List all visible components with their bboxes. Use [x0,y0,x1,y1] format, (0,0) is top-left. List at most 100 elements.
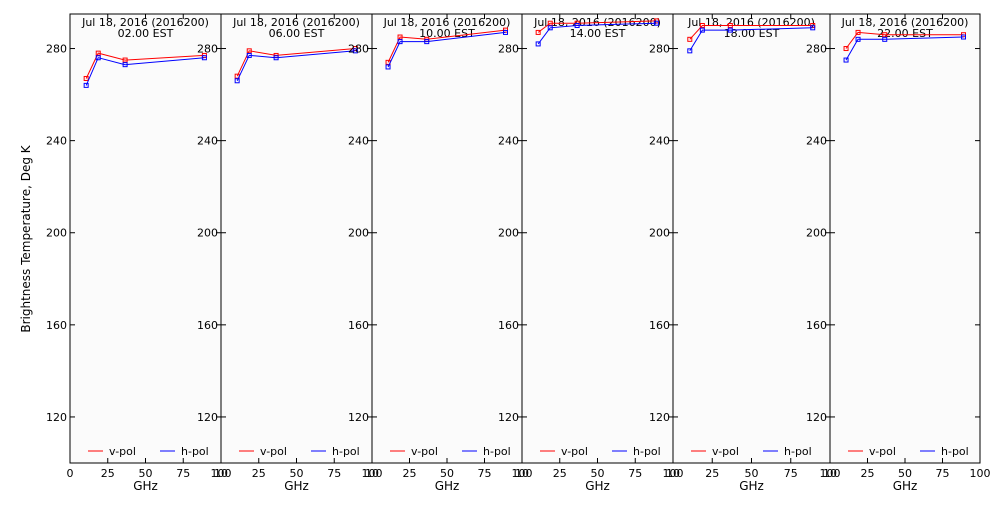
data-point-h-pol [95,55,101,61]
x-tick-label: 10 [823,467,837,480]
y-tick-label: 280 [498,43,519,56]
y-tick-label: 160 [806,319,827,332]
data-point-h-pol [535,41,541,47]
y-tick-label: 200 [46,227,67,240]
data-point-h-pol [352,48,358,54]
y-tick-label: 280 [197,43,218,56]
chart-panel-6: 120 160 200 240 280 10 25 50 75 100 GHz Jul 18, 201… [806,13,991,493]
plot-frame [829,13,981,464]
y-tick-label: 200 [197,227,218,240]
x-tick-label: 75 [478,467,492,480]
data-point-h-pol [882,36,888,42]
data-point-h-pol [246,52,252,58]
data-point-v-pol [95,50,101,56]
y-tick-label: 240 [649,135,670,148]
series-line-v-pol [85,52,205,79]
x-tick-label: 25 [861,467,875,480]
y-tick-label: 280 [46,43,67,56]
y-tick-label: 280 [806,43,827,56]
data-point-v-pol [83,75,89,81]
y-tick-label: 120 [46,411,67,424]
data-point-h-pol [855,36,861,42]
series-line-v-pol [387,29,506,63]
series-line-v-pol [537,20,657,33]
legend-label-v-pol: v-pol [411,445,438,458]
x-axis-label: GHz [893,479,918,493]
x-tick-label: 100 [820,467,841,480]
x-axis-label: GHz [739,479,764,493]
data-point-h-pol [961,34,966,40]
x-tick-label: 10 [214,467,228,480]
data-point-h-pol [687,48,693,54]
x-tick-label: 100 [663,467,684,480]
x-tick-label: 10 [515,467,529,480]
y-tick-label: 160 [197,319,218,332]
panel-subtitle: 14.00 EST [570,27,626,40]
chart-panel-3: 120 160 200 240 280 10 25 50 75 100 GHz Jul 18, 201… [348,13,533,493]
y-tick-label: 160 [649,319,670,332]
series-line-h-pol [537,22,657,45]
series-line-h-pol [845,36,964,61]
data-point-v-pol [855,29,861,35]
panel-subtitle: 06.00 EST [269,27,325,40]
series-line-h-pol [85,57,205,86]
data-point-v-pol [727,23,733,29]
data-point-h-pol [503,29,508,35]
data-point-v-pol [882,32,888,38]
x-tick-label: 10 [666,467,680,480]
x-tick-label: 25 [252,467,266,480]
data-point-v-pol [535,29,541,35]
y-tick-label: 120 [348,411,369,424]
chart-panel-1: 120 160 200 240 280 0 25 50 75 100 GHz Jul 18, 2016… [46,13,232,493]
plot-frame [220,13,373,464]
series-line-v-pol [689,25,813,40]
legend-label-h-pol: h-pol [941,445,969,458]
panel-subtitle: 10.00 EST [419,27,475,40]
x-tick-label: 50 [440,467,454,480]
data-point-h-pol [122,62,128,68]
data-point-h-pol [843,57,849,63]
legend-label-h-pol: h-pol [483,445,511,458]
y-tick-label: 240 [46,135,67,148]
legend-label-v-pol: v-pol [712,445,739,458]
data-point-h-pol [574,23,580,29]
data-point-h-pol [201,55,207,61]
x-tick-label: 75 [176,467,190,480]
x-tick-label: 75 [936,467,950,480]
y-axis-label: Brightness Temperature, Deg K [19,144,33,332]
data-point-v-pol [687,36,693,42]
x-tick-label: 100 [211,467,232,480]
series-line-h-pol [387,31,506,68]
data-point-h-pol [234,78,240,84]
data-point-h-pol [699,27,705,33]
x-tick-label: 75 [327,467,341,480]
legend-label-v-pol: v-pol [260,445,287,458]
y-tick-label: 120 [197,411,218,424]
y-tick-label: 240 [348,135,369,148]
legend-label-v-pol: v-pol [109,445,136,458]
x-tick-label: 50 [898,467,912,480]
panel-subtitle: 22.00 EST [877,27,933,40]
y-tick-label: 280 [348,43,369,56]
x-tick-label: 100 [970,467,991,480]
x-tick-label: 75 [784,467,798,480]
panel-title: Jul 18, 2016 (2016200) [81,16,209,29]
x-axis-label: GHz [284,479,309,493]
legend-label-h-pol: h-pol [633,445,661,458]
data-point-v-pol [699,23,705,29]
y-tick-label: 200 [498,227,519,240]
data-point-v-pol [246,48,252,54]
plot-frame [672,13,831,464]
x-tick-label: 0 [67,467,74,480]
panel-subtitle: 02.00 EST [118,27,174,40]
x-tick-label: 25 [705,467,719,480]
panel-title: Jul 18, 2016 (2016200) [383,16,511,29]
legend-label-h-pol: h-pol [332,445,360,458]
y-tick-label: 200 [348,227,369,240]
x-tick-label: 10 [365,467,379,480]
x-tick-label: 25 [403,467,417,480]
